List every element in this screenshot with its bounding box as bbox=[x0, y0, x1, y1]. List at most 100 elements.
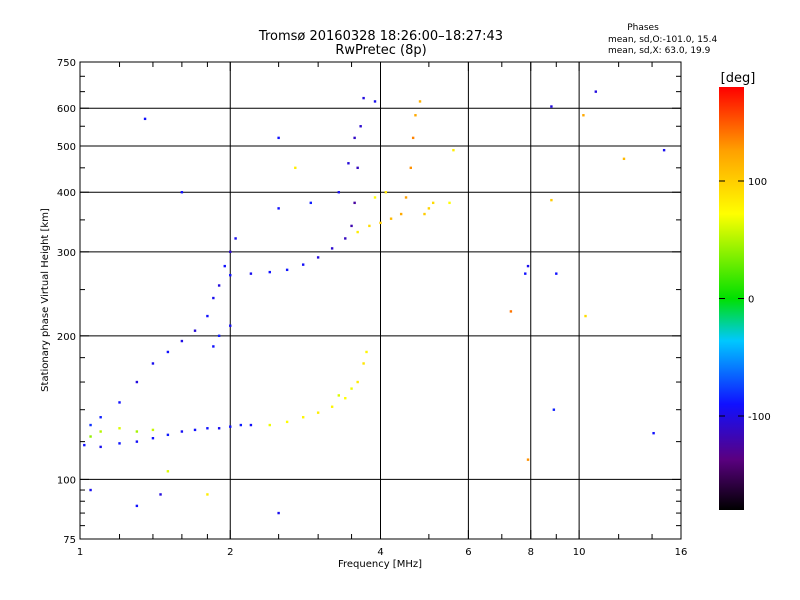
data-point bbox=[217, 334, 221, 338]
data-point bbox=[411, 136, 415, 140]
data-point bbox=[362, 96, 365, 100]
data-point bbox=[180, 430, 184, 433]
data-point bbox=[285, 268, 289, 272]
data-point bbox=[330, 405, 334, 408]
data-point bbox=[229, 273, 232, 277]
data-point bbox=[353, 201, 356, 205]
data-point bbox=[193, 428, 197, 432]
data-point bbox=[99, 445, 102, 449]
x-tick-label: 2 bbox=[227, 547, 233, 558]
data-point bbox=[404, 196, 408, 199]
data-point bbox=[89, 488, 92, 492]
data-point bbox=[555, 272, 558, 275]
data-point bbox=[509, 310, 513, 313]
colorbar-tick-label: 100 bbox=[748, 177, 767, 188]
data-point bbox=[409, 166, 412, 170]
data-point bbox=[662, 148, 666, 152]
x-tick-label: 10 bbox=[573, 547, 586, 558]
data-point bbox=[206, 314, 209, 318]
data-point bbox=[268, 270, 271, 274]
data-point bbox=[223, 264, 226, 268]
data-point bbox=[118, 442, 121, 445]
data-point bbox=[365, 350, 368, 354]
data-point bbox=[206, 427, 209, 430]
data-point bbox=[159, 493, 162, 496]
data-point bbox=[356, 230, 359, 234]
y-tick-label: 75 bbox=[63, 535, 76, 546]
data-point bbox=[294, 166, 297, 170]
data-point bbox=[285, 420, 289, 424]
data-point bbox=[151, 428, 155, 432]
data-point bbox=[452, 148, 455, 152]
phases-line-o: mean, sd,O:-101.0, 15.4 bbox=[608, 35, 718, 45]
data-point bbox=[99, 430, 102, 433]
data-point bbox=[316, 256, 320, 259]
data-point bbox=[229, 324, 232, 327]
data-point bbox=[166, 470, 170, 473]
chart-title: Tromsø 20160328 18:26:00–18:27:43 bbox=[258, 29, 503, 44]
data-point bbox=[350, 387, 353, 390]
phases-title: Phases bbox=[627, 23, 659, 33]
x-tick-label: 4 bbox=[377, 547, 383, 558]
data-point bbox=[135, 440, 139, 443]
data-point bbox=[550, 105, 553, 108]
data-point bbox=[249, 272, 253, 275]
data-point bbox=[431, 201, 435, 205]
data-point bbox=[229, 250, 232, 254]
y-tick-labels: 75 100 200 300 400 500 600 750 bbox=[57, 58, 76, 546]
data-point bbox=[135, 504, 139, 508]
data-point bbox=[418, 100, 422, 103]
data-point bbox=[448, 201, 451, 205]
x-tick-label: 1 bbox=[77, 547, 83, 558]
data-point bbox=[526, 458, 530, 461]
data-point bbox=[277, 136, 280, 140]
data-point bbox=[524, 272, 527, 275]
data-point bbox=[166, 350, 170, 354]
y-tick-label: 400 bbox=[57, 188, 76, 199]
data-point bbox=[301, 416, 305, 419]
data-point bbox=[118, 401, 121, 404]
data-point bbox=[362, 362, 365, 365]
data-point bbox=[582, 114, 585, 117]
data-point bbox=[344, 396, 347, 400]
data-point bbox=[427, 207, 431, 210]
y-tick-label: 500 bbox=[57, 142, 76, 153]
data-point bbox=[337, 191, 341, 194]
y-tick-label: 200 bbox=[57, 332, 76, 343]
data-point bbox=[277, 207, 280, 210]
data-point bbox=[526, 264, 530, 268]
data-point bbox=[373, 100, 377, 103]
colorbar-label: [deg] bbox=[721, 71, 756, 86]
data-point bbox=[234, 237, 237, 240]
data-point bbox=[143, 117, 147, 121]
data-point bbox=[229, 425, 232, 428]
data-point bbox=[584, 314, 587, 318]
y-axis-label: Stationary phase Virtual Height [km] bbox=[40, 208, 51, 392]
data-point bbox=[373, 196, 377, 199]
data-point bbox=[277, 511, 280, 515]
data-point bbox=[135, 380, 139, 384]
data-point bbox=[368, 224, 371, 228]
data-point bbox=[344, 237, 347, 240]
data-point bbox=[550, 198, 553, 202]
x-tick-label: 16 bbox=[675, 547, 688, 558]
colorbar-ticks: 100 0 -100 bbox=[719, 177, 771, 423]
data-point bbox=[180, 191, 184, 194]
data-point bbox=[384, 191, 388, 194]
data-point bbox=[359, 125, 362, 128]
data-point bbox=[356, 166, 359, 170]
data-point bbox=[135, 430, 139, 433]
x-tick-label: 6 bbox=[465, 547, 471, 558]
data-point bbox=[239, 423, 243, 427]
data-point bbox=[118, 427, 121, 430]
data-point bbox=[356, 380, 359, 384]
data-point bbox=[212, 296, 215, 300]
grid-lines bbox=[80, 62, 681, 539]
data-point bbox=[206, 493, 209, 496]
data-point bbox=[330, 247, 334, 250]
data-point bbox=[389, 217, 393, 220]
data-point bbox=[151, 437, 155, 440]
data-point bbox=[414, 114, 417, 117]
data-point bbox=[652, 431, 655, 435]
